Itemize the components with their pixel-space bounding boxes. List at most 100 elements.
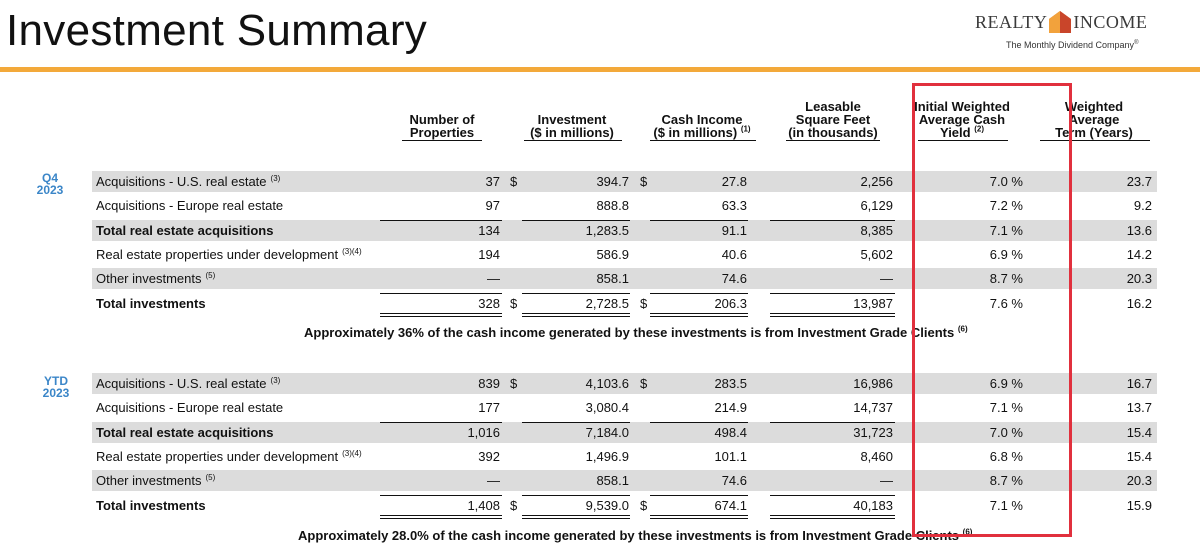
- header-underline: [524, 140, 622, 141]
- subtotal-rule: [380, 219, 502, 221]
- currency-symbol: $: [640, 497, 648, 513]
- row-label: Acquisitions - U.S. real estate (3): [96, 375, 281, 391]
- row-label: Other investments (5): [96, 472, 216, 489]
- currency-symbol: $: [510, 497, 518, 513]
- row-label: Total investments: [96, 497, 206, 513]
- subtotal-rule: [522, 292, 630, 294]
- cell-sqft: —: [880, 473, 893, 489]
- header-cash-income: Cash Income ($ in millions) (1): [653, 112, 751, 140]
- subtotal-rule: [380, 421, 502, 423]
- row-band: [92, 219, 1157, 241]
- cell-term: 13.7: [1126, 400, 1152, 416]
- cell-props: 97: [485, 198, 500, 214]
- cell-yield: 6.8 %: [989, 448, 1023, 464]
- cell-sqft: 40,183: [853, 497, 893, 513]
- header-underline: [918, 140, 1008, 141]
- cell-investment: 2,728.5: [585, 295, 629, 311]
- cell-yield: 8.7 %: [989, 271, 1023, 287]
- cell-sqft: 31,723: [853, 424, 893, 440]
- total-double-rule: [650, 315, 748, 317]
- row-label: Real estate properties under development…: [96, 246, 362, 262]
- subtotal-rule: [380, 292, 502, 294]
- cell-yield: 7.0 %: [989, 424, 1023, 440]
- header-weighted-term: Weighted Average Term (Years): [1055, 99, 1133, 140]
- cell-yield: 6.9 %: [989, 246, 1023, 262]
- total-double-rule: [522, 315, 630, 317]
- total-double-rule: [770, 315, 895, 317]
- cell-cash: 40.6: [721, 246, 747, 262]
- company-logo: REALTY INCOME The Monthly Dividend Compa…: [975, 10, 1175, 50]
- cell-cash: 214.9: [714, 400, 747, 416]
- cell-yield: 7.1 %: [989, 400, 1023, 416]
- cell-investment: 586.9: [596, 246, 629, 262]
- cell-cash: 283.5: [714, 376, 747, 391]
- cell-investment: 394.7: [596, 174, 629, 189]
- cell-cash: 498.4: [714, 424, 747, 440]
- row-band: [92, 470, 1157, 492]
- total-double-rule: [380, 315, 502, 317]
- cell-props: —: [487, 271, 500, 287]
- cell-investment: 1,496.9: [585, 448, 629, 464]
- cell-props: 134: [478, 222, 500, 238]
- cell-sqft: —: [880, 271, 893, 287]
- total-double-rule: [522, 312, 630, 314]
- total-double-rule: [770, 514, 895, 516]
- row-label: Real estate properties under development…: [96, 448, 362, 464]
- cell-cash: 27.8: [721, 174, 747, 189]
- cell-term: 16.7: [1126, 376, 1152, 391]
- cell-cash: 91.1: [721, 222, 747, 238]
- total-double-rule: [770, 517, 895, 519]
- subtotal-rule: [650, 292, 748, 294]
- cell-cash: 63.3: [721, 198, 747, 214]
- header-investment: Investment ($ in millions): [530, 112, 614, 140]
- logo-right-word: INCOME: [1073, 11, 1148, 32]
- period-label-ytd: YTD 2023: [42, 374, 70, 400]
- subtotal-rule: [380, 494, 502, 496]
- row-band: [92, 421, 1157, 443]
- subtotal-rule: [650, 494, 748, 496]
- cell-props: 1,016: [467, 424, 500, 440]
- subtotal-rule: [522, 421, 630, 423]
- logo-left-word: REALTY: [975, 11, 1048, 32]
- total-double-rule: [770, 312, 895, 314]
- total-double-rule: [522, 514, 630, 516]
- header-number-of-properties: Number of Properties: [409, 112, 475, 140]
- subtotal-rule: [522, 219, 630, 221]
- currency-symbol: $: [510, 174, 518, 189]
- currency-symbol: $: [510, 376, 518, 391]
- cell-yield: 6.9 %: [989, 376, 1023, 391]
- header-underline: [1040, 140, 1150, 141]
- total-double-rule: [650, 514, 748, 516]
- header-underline: [650, 140, 756, 141]
- cell-yield: 7.2 %: [989, 198, 1023, 214]
- cell-term: 9.2: [1133, 198, 1152, 214]
- row-label: Total real estate acquisitions: [96, 222, 274, 238]
- cell-props: 194: [478, 246, 500, 262]
- logo-house-icon: [1049, 11, 1072, 33]
- total-double-rule: [650, 312, 748, 314]
- period-label-q4: Q4 2023: [36, 171, 64, 197]
- cell-yield: 7.1 %: [989, 497, 1023, 513]
- cell-props: 1,408: [467, 497, 500, 513]
- cell-term: 16.2: [1126, 295, 1152, 311]
- total-double-rule: [522, 517, 630, 519]
- cell-sqft: 2,256: [860, 174, 893, 189]
- cell-term: 15.4: [1126, 448, 1152, 464]
- cell-term: 15.4: [1126, 424, 1152, 440]
- currency-symbol: $: [640, 295, 648, 311]
- cell-props: 37: [485, 174, 500, 189]
- cell-sqft: 8,385: [860, 222, 893, 238]
- cell-investment: 7,184.0: [585, 424, 629, 440]
- total-double-rule: [380, 517, 502, 519]
- subtotal-rule: [770, 292, 895, 294]
- subtotal-rule: [770, 421, 895, 423]
- cell-investment: 888.8: [596, 198, 629, 214]
- cell-investment: 4,103.6: [585, 376, 629, 391]
- cell-props: —: [487, 473, 500, 489]
- cell-cash: 101.1: [714, 448, 747, 464]
- row-band: [92, 171, 1157, 192]
- row-label: Total real estate acquisitions: [96, 424, 274, 440]
- cell-props: 839: [478, 376, 500, 391]
- highlight-box: [912, 83, 1072, 537]
- cell-yield: 7.1 %: [989, 222, 1023, 238]
